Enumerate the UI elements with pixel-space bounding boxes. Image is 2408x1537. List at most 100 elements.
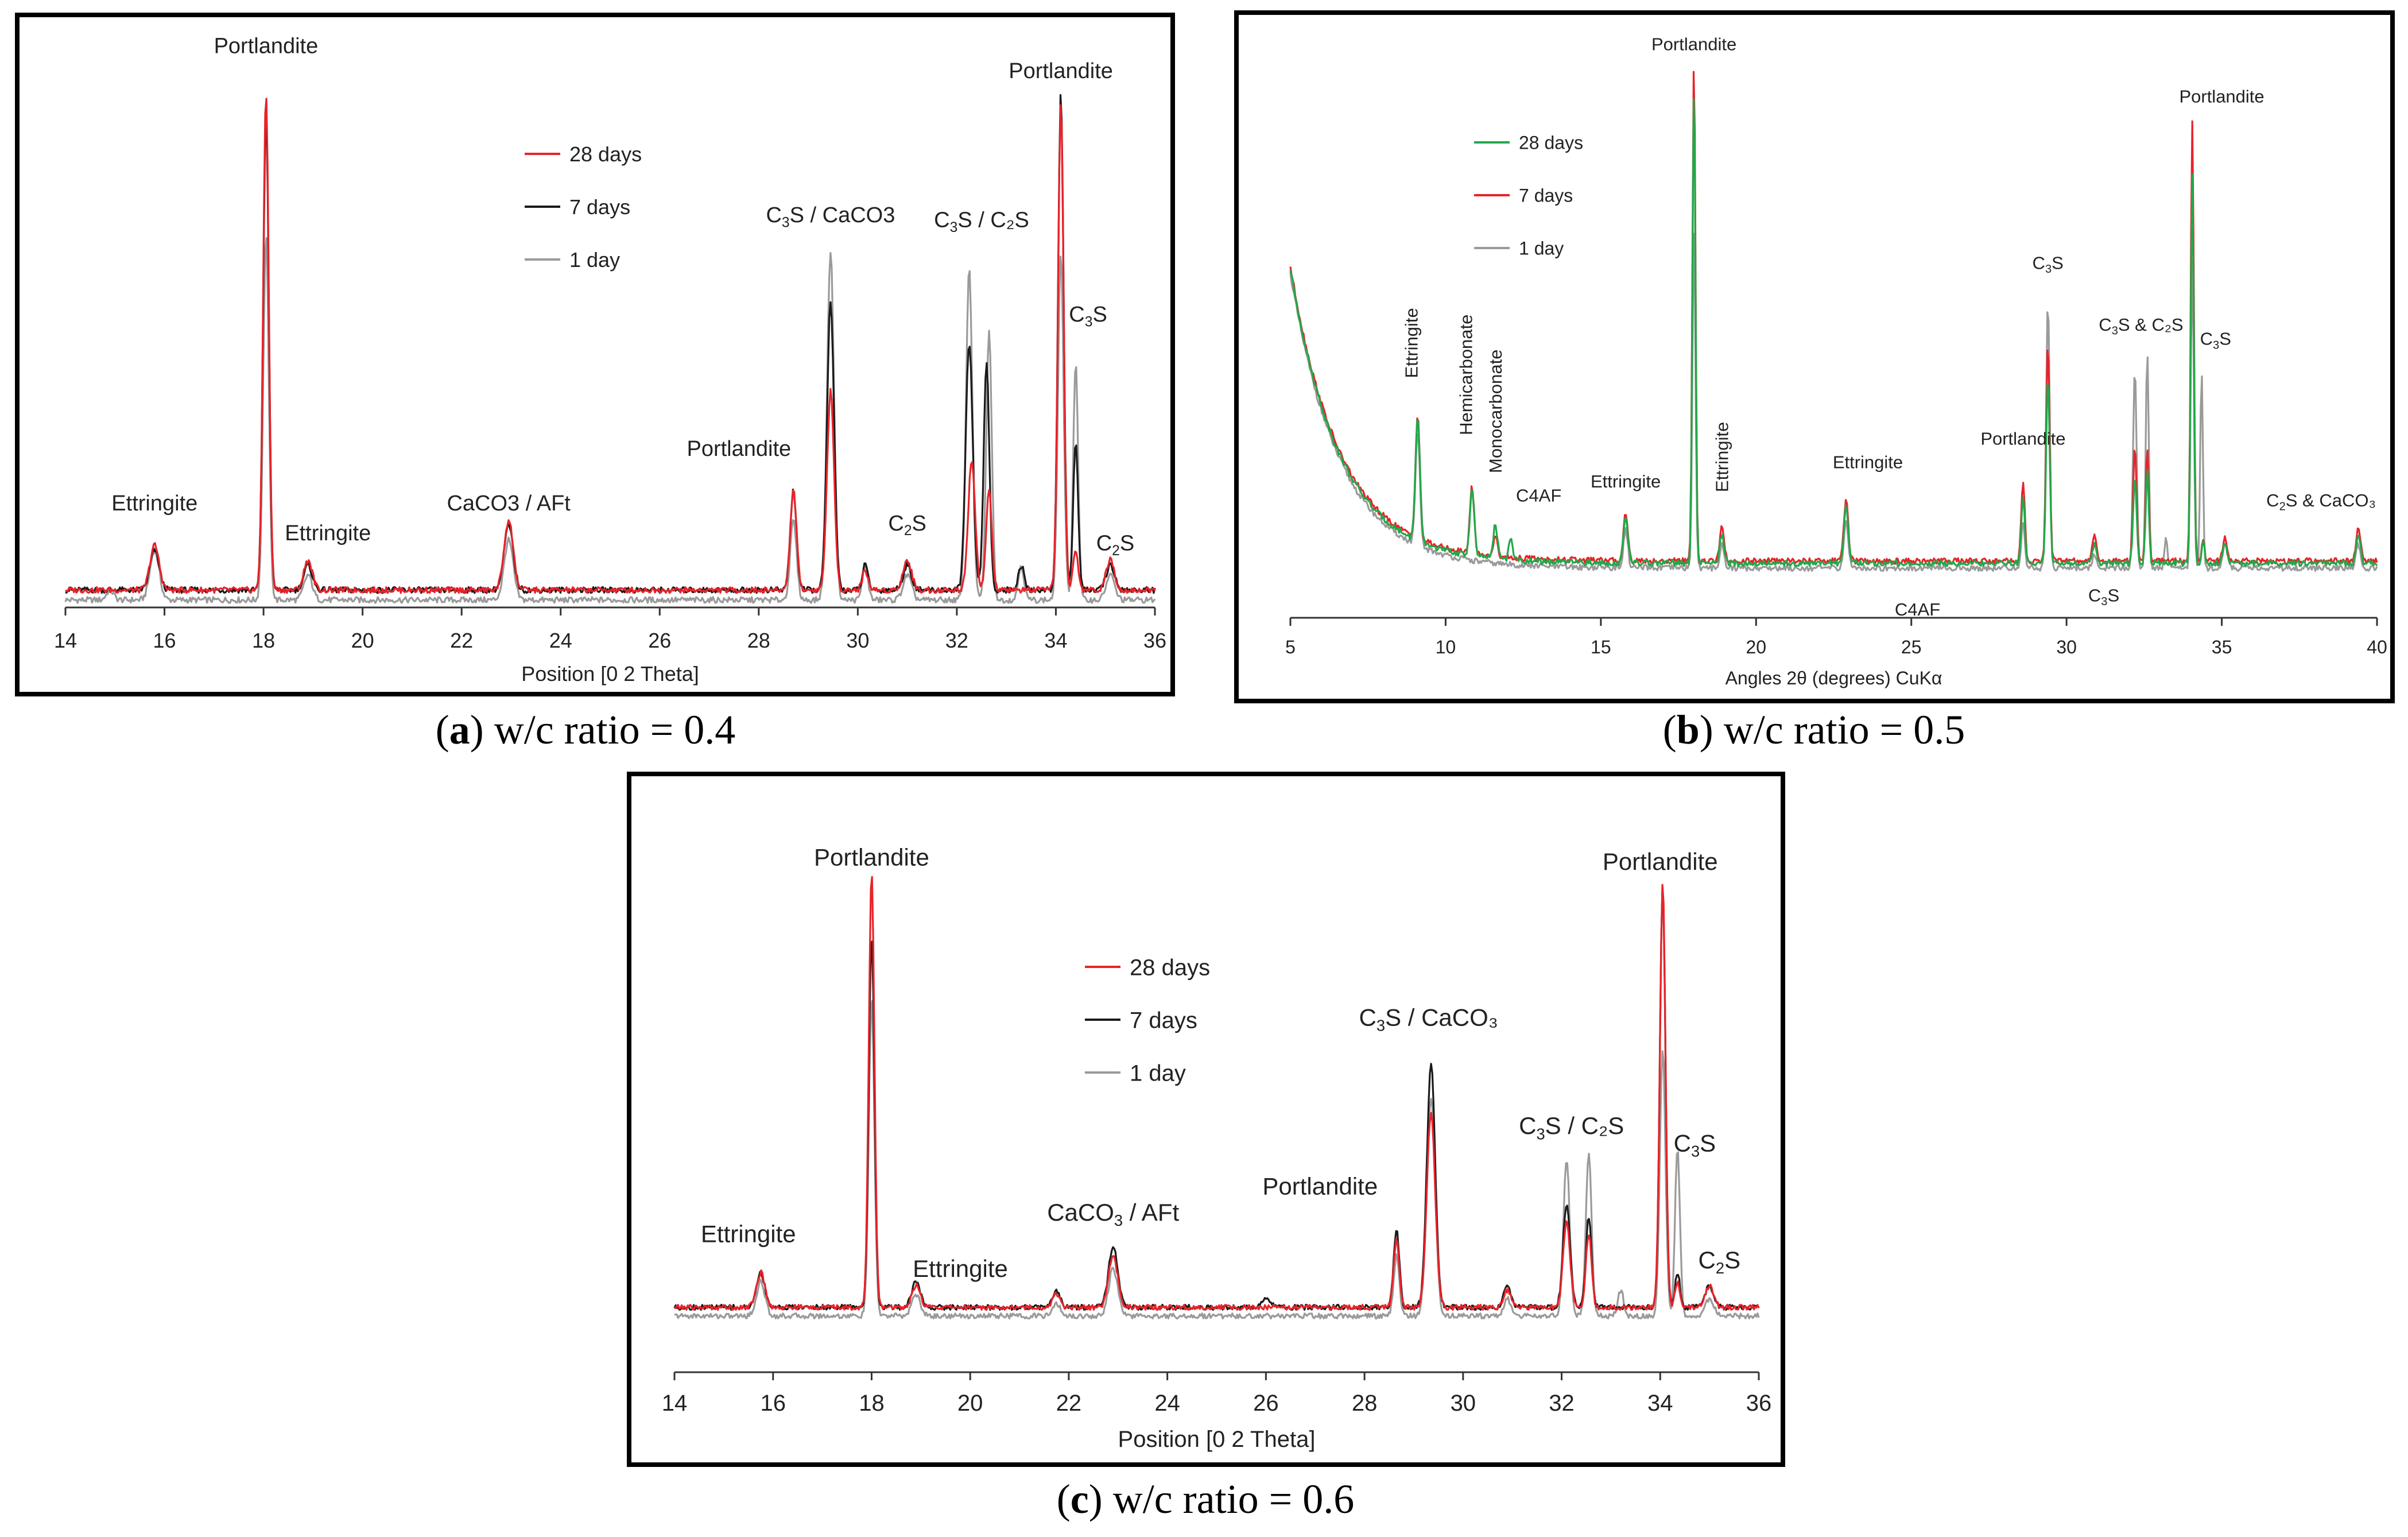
peak-annotation: Portlandite <box>1603 848 1718 875</box>
xrd-chart-c: 14 16 18 20 22 24 26 28 30 32 34 36 Position [0 2 Th… <box>662 843 1772 1452</box>
peak-annotation: Portlandite <box>214 34 319 59</box>
peak-annotation: C2S <box>888 512 926 539</box>
caption-c-text: w/c ratio = 0.6 <box>1102 1476 1355 1522</box>
peak-annotation: C3S / CaCO₃ <box>1359 1004 1498 1034</box>
x-tick-label: 26 <box>648 629 671 652</box>
x-tick-label: 26 <box>1253 1391 1279 1416</box>
peak-annotation: C3S / C₂S <box>1519 1112 1624 1143</box>
x-tick-label: 32 <box>945 629 968 652</box>
peak-annotation: C3S / C₂S <box>934 208 1029 235</box>
peak-annotation: Ettringite <box>913 1255 1008 1282</box>
xrd-chart-b: 5 10 15 20 25 30 35 40 Angles 2θ (degrees) CuKα 2… <box>1285 34 2387 688</box>
caption-c: (c) w/c ratio = 0.6 <box>1056 1476 1355 1522</box>
legend-label: 28 days <box>1519 133 1583 153</box>
peak-annotation: Monocarbonate <box>1486 350 1506 473</box>
x-tick-label: 5 <box>1285 637 1296 657</box>
peak-annotation: C3S <box>2088 585 2119 608</box>
peak-annotation: Portlandite <box>2179 87 2264 107</box>
x-axis-label: Angles 2θ (degrees) CuKα <box>1725 668 1942 688</box>
x-tick-label: 22 <box>1056 1391 1082 1416</box>
legend-label: 1 day <box>1130 1060 1186 1086</box>
legend-label: 1 day <box>569 248 620 272</box>
x-tick-label: 10 <box>1436 637 1456 657</box>
x-tick-label: 36 <box>1143 629 1166 652</box>
legend-label: 7 days <box>1130 1008 1197 1033</box>
series-line-7-days <box>1289 71 2378 565</box>
x-tick-label: 28 <box>1352 1391 1378 1416</box>
x-tick-label: 30 <box>846 629 869 652</box>
peak-annotation: C3S & C₂S <box>2099 315 2183 338</box>
legend-label: 28 days <box>1130 955 1210 980</box>
legend-label: 7 days <box>569 195 630 219</box>
peak-annotation: Ettringite <box>1833 452 1903 473</box>
caption-a: (a) w/c ratio = 0.4 <box>435 707 736 753</box>
x-tick-label: 16 <box>760 1391 786 1416</box>
series-line-1-day <box>1289 233 2378 572</box>
peak-annotation: C2S & CaCO₃ <box>2266 490 2376 513</box>
peak-annotation: Portlandite <box>687 437 791 461</box>
peak-annotation: C2S <box>1096 531 1135 558</box>
legend-label: 7 days <box>1519 185 1573 206</box>
series-line-7-days <box>65 94 1156 594</box>
peak-annotation: C4AF <box>1516 486 1561 506</box>
x-tick-label: 30 <box>1451 1391 1476 1416</box>
caption-b-text: w/c ratio = 0.5 <box>1713 707 1965 753</box>
x-tick-label: 24 <box>1154 1391 1180 1416</box>
panel-b: 5 10 15 20 25 30 35 40 Angles 2θ (degrees) CuKα 2… <box>1234 10 2395 703</box>
caption-a-text: w/c ratio = 0.4 <box>483 707 736 753</box>
x-tick-label: 15 <box>1591 637 1611 657</box>
x-tick-label: 28 <box>747 629 770 652</box>
x-tick-label: 34 <box>1647 1391 1673 1416</box>
peak-annotation: CaCO3 / AFt <box>1047 1199 1179 1229</box>
x-tick-label: 30 <box>2056 637 2077 657</box>
caption-b-letter: b <box>1676 707 1700 753</box>
panel-c: 14 16 18 20 22 24 26 28 30 32 34 36 Position [0 2 Th… <box>627 772 1785 1467</box>
legend-label: 28 days <box>569 142 642 166</box>
series-line-28-days <box>65 98 1156 594</box>
peak-annotation: Ettringite <box>1591 471 1661 491</box>
series-line-28-days <box>1289 98 2378 567</box>
peak-annotation: C3S <box>2200 329 2231 352</box>
x-tick-label: 20 <box>351 629 374 652</box>
peak-annotation: Portlandite <box>814 843 929 870</box>
x-tick-label: 25 <box>1901 637 1922 657</box>
peak-annotation: C3S <box>1069 303 1107 330</box>
peak-annotation: Portlandite <box>1980 428 2065 448</box>
xrd-chart-a: 14 16 18 20 22 24 26 28 30 32 34 36 Position [0 2 Th… <box>54 34 1166 686</box>
series-line-28-days <box>674 876 1760 1311</box>
x-tick-label: 34 <box>1044 629 1067 652</box>
x-tick-label: 32 <box>1549 1391 1575 1416</box>
peak-annotation: C2S <box>1699 1246 1741 1277</box>
x-tick-label: 16 <box>153 629 176 652</box>
peak-annotation: Portlandite <box>1009 59 1113 83</box>
peak-annotation: C3S <box>1674 1129 1716 1160</box>
peak-annotation: C3S / CaCO3 <box>766 203 895 230</box>
legend-label: 1 day <box>1519 238 1564 259</box>
peak-annotation: Portlandite <box>1262 1173 1378 1200</box>
peak-annotation: Portlandite <box>1651 34 1736 55</box>
x-tick-label: 40 <box>2367 637 2387 657</box>
x-tick-label: 18 <box>252 629 275 652</box>
caption-c-letter: c <box>1070 1476 1089 1522</box>
peak-annotation: Hemicarbonate <box>1456 315 1476 435</box>
x-tick-label: 24 <box>549 629 572 652</box>
peak-annotation: Ettringite <box>1712 422 1732 492</box>
x-tick-label: 22 <box>450 629 473 652</box>
series-line-7-days <box>673 886 1760 1311</box>
panel-a: 14 16 18 20 22 24 26 28 30 32 34 36 Position [0 2 Th… <box>15 13 1175 696</box>
caption-b: (b) w/c ratio = 0.5 <box>1662 707 1965 753</box>
x-tick-label: 35 <box>2212 637 2232 657</box>
peak-annotation: C4AF <box>1895 599 1940 620</box>
peak-annotation: Ettringite <box>285 521 371 545</box>
peak-annotation: CaCO3 / AFt <box>447 491 571 516</box>
peak-annotation: Ettringite <box>1402 308 1422 378</box>
peak-annotation: C3S <box>2033 253 2064 276</box>
x-tick-label: 18 <box>859 1391 885 1416</box>
x-tick-label: 14 <box>54 629 77 652</box>
series-line-1-day <box>674 1000 1760 1320</box>
x-tick-label: 20 <box>957 1391 983 1416</box>
x-tick-label: 36 <box>1746 1391 1772 1416</box>
x-axis-label: Position [0 2 Theta] <box>1118 1427 1316 1452</box>
x-tick-label: 14 <box>662 1391 688 1416</box>
peak-annotation: Ettringite <box>701 1221 796 1248</box>
